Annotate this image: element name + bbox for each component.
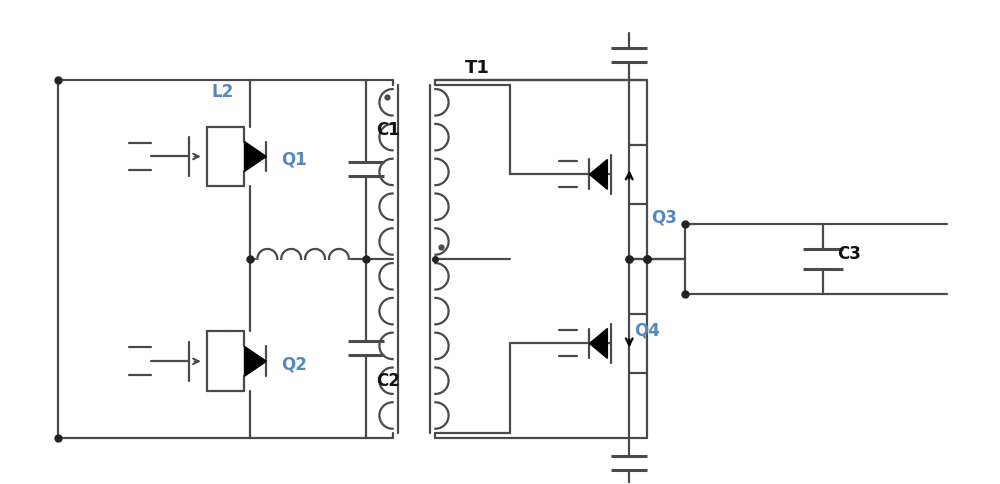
Text: Q3: Q3	[651, 208, 677, 226]
Polygon shape	[244, 347, 266, 376]
Text: C1: C1	[376, 121, 399, 138]
Text: T1: T1	[465, 59, 490, 77]
Text: Q4: Q4	[634, 321, 660, 339]
Text: C2: C2	[376, 372, 400, 390]
Polygon shape	[589, 159, 607, 189]
Text: C3: C3	[837, 245, 861, 263]
Text: Q1: Q1	[281, 151, 307, 168]
Text: Q2: Q2	[281, 355, 307, 373]
Polygon shape	[244, 142, 266, 171]
Text: L2: L2	[212, 83, 234, 101]
Polygon shape	[589, 329, 607, 358]
